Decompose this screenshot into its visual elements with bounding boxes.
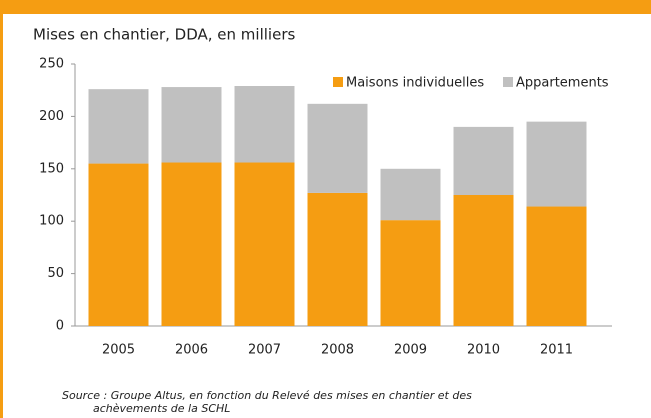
source: achèvements de la SCHL	[93, 402, 230, 415]
legend-label: Appartements	[516, 76, 609, 91]
bar-segment	[526, 206, 587, 326]
bar-segment	[88, 163, 149, 326]
x-tick-label: 2006	[175, 343, 208, 358]
y-tick-label: 150	[39, 161, 64, 176]
bar-segment	[88, 89, 149, 164]
legend-swatch	[333, 77, 343, 87]
y-tick-label: 250	[39, 57, 64, 72]
bar-segment	[234, 162, 295, 326]
source: Source : Groupe Altus, en fonction du Re…	[62, 389, 472, 402]
legend-swatch	[503, 77, 513, 87]
bar-segment	[453, 126, 514, 195]
bar-segment	[526, 121, 587, 207]
y-tick-label: 50	[47, 266, 64, 281]
y-tick-label: 0	[56, 319, 64, 334]
x-tick-label: 2011	[540, 343, 573, 358]
x-tick-label: 2005	[102, 343, 135, 358]
y-tick-label: 100	[39, 214, 64, 229]
bar-segment	[161, 87, 222, 163]
bar-segment	[380, 220, 441, 326]
header-band	[0, 0, 651, 14]
left-border	[0, 0, 3, 418]
bar-segment	[453, 195, 514, 326]
legend-label: Maisons individuelles	[346, 76, 484, 91]
bar-segment	[234, 86, 295, 163]
x-tick-label: 2008	[321, 343, 354, 358]
bar-segment	[307, 192, 368, 326]
chart-title: Mises en chantier, DDA, en milliers	[33, 26, 295, 44]
bar-segment	[380, 168, 441, 221]
bar-segment	[161, 162, 222, 326]
x-tick-label: 2009	[394, 343, 427, 358]
bar-segment	[307, 103, 368, 193]
y-tick-label: 200	[39, 109, 64, 124]
x-tick-label: 2010	[467, 343, 500, 358]
x-tick-label: 2007	[248, 343, 281, 358]
